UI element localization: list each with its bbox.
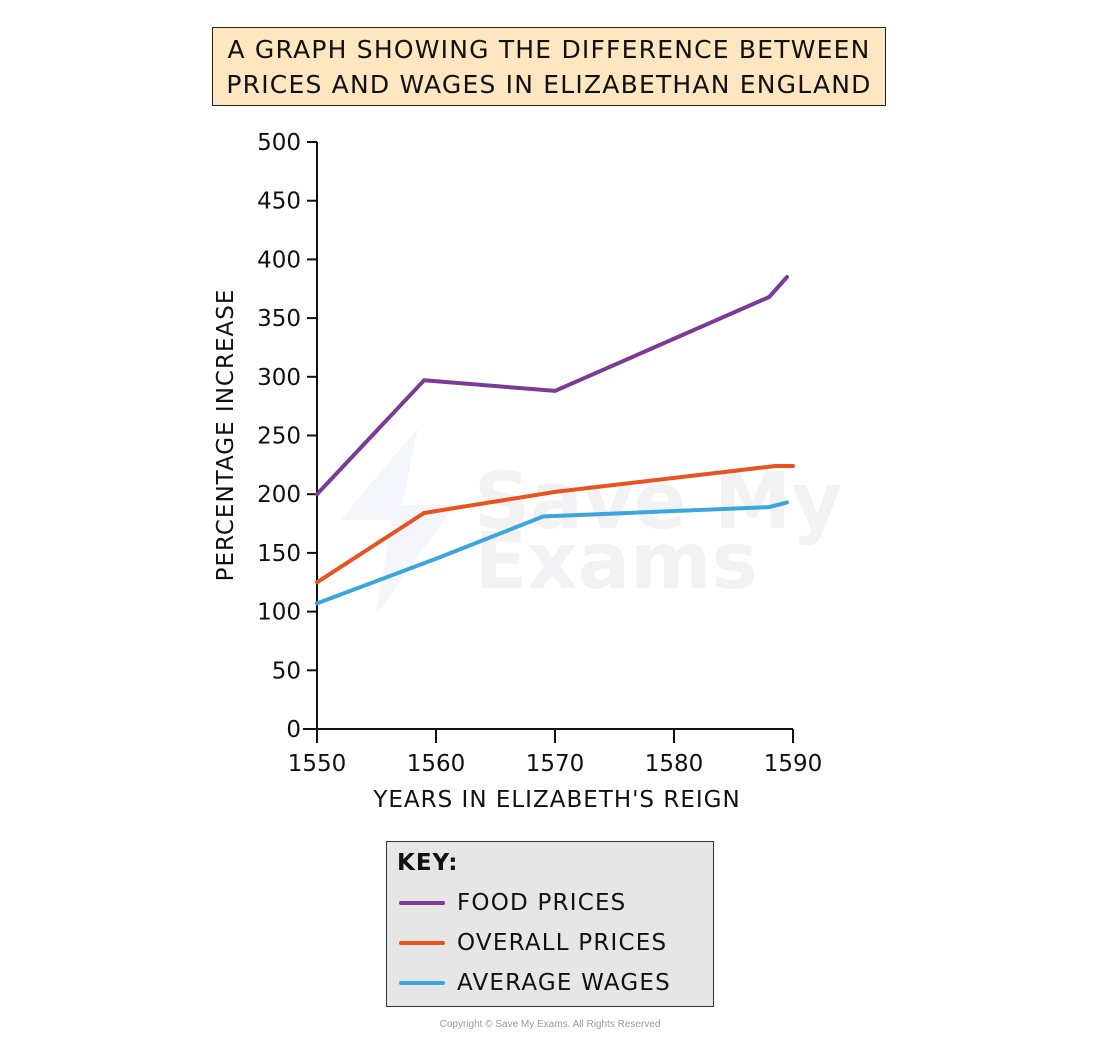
- legend-label: AVERAGE WAGES: [457, 970, 671, 996]
- chart-title-line-1: A GRAPH SHOWING THE DIFFERENCE BETWEEN: [227, 35, 871, 64]
- watermark-bolt-icon: [340, 428, 455, 615]
- legend-item-food-prices: FOOD PRICES: [399, 888, 626, 918]
- x-tick-label: 1590: [764, 751, 823, 777]
- watermark-line-2: Exams: [474, 517, 758, 607]
- legend: KEY: FOOD PRICES OVERALL PRICES AVERAGE …: [386, 841, 714, 1007]
- x-tick-label: 1560: [407, 751, 466, 777]
- series-line-food-prices: [315, 275, 789, 497]
- y-tick-label: 100: [257, 600, 301, 626]
- y-tick-label: 250: [257, 424, 301, 450]
- x-axis-title: YEARS IN ELIZABETH'S REIGN: [372, 787, 740, 813]
- y-tick-label: 400: [257, 247, 301, 273]
- y-tick-label: 50: [272, 658, 301, 684]
- y-tick-label: 300: [257, 365, 301, 391]
- y-axis-title: PERCENTAGE INCREASE: [213, 289, 239, 582]
- legend-label: OVERALL PRICES: [457, 930, 668, 956]
- chart-title-box: A GRAPH SHOWING THE DIFFERENCE BETWEEN P…: [212, 27, 886, 106]
- x-tick-label: 1550: [288, 751, 347, 777]
- axes: 0 50 100 150 200 250 300 350 400 450 500 1550 1560 15…: [257, 130, 822, 777]
- legend-label: FOOD PRICES: [457, 890, 627, 916]
- y-tick-label: 0: [286, 717, 301, 743]
- y-tick-label: 450: [257, 189, 301, 215]
- x-tick-label: 1570: [526, 751, 585, 777]
- legend-title: KEY:: [397, 850, 459, 876]
- legend-swatch-overall-prices: [399, 941, 445, 945]
- y-tick-label: 150: [257, 541, 301, 567]
- legend-swatch-average-wages: [399, 981, 445, 985]
- y-tick-label: 350: [257, 306, 301, 332]
- watermark: Save My Exams: [340, 428, 842, 615]
- legend-item-overall-prices: OVERALL PRICES: [399, 928, 667, 958]
- series-line-overall-prices: [315, 464, 795, 585]
- legend-item-average-wages: AVERAGE WAGES: [399, 968, 671, 998]
- legend-swatch-food-prices: [399, 901, 445, 905]
- x-tick-label: 1580: [645, 751, 704, 777]
- copyright-notice: Copyright © Save My Exams. All Rights Re…: [439, 1019, 661, 1030]
- y-tick-label: 200: [257, 482, 301, 508]
- data-lines: [315, 275, 795, 606]
- y-tick-label: 500: [257, 130, 301, 156]
- series-line-average-wages: [315, 500, 789, 606]
- chart-title-line-2: PRICES AND WAGES IN ELIZABETHAN ENGLAND: [226, 70, 872, 99]
